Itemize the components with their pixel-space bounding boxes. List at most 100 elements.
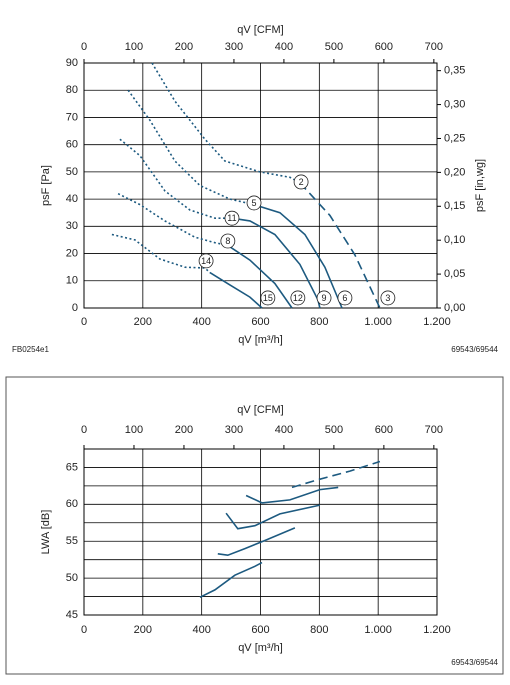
y-tick-label: 60 xyxy=(66,139,78,151)
x-tick-label: 200 xyxy=(134,624,152,636)
x2-tick-label: 200 xyxy=(175,41,193,53)
x2-axis-label: qV [CFM] xyxy=(237,24,283,36)
curve xyxy=(217,527,296,557)
annotation: 2 xyxy=(299,177,304,187)
y2-tick-label: 0,30 xyxy=(444,98,465,110)
x2-tick-label: 100 xyxy=(125,41,143,53)
x-tick-label: 1.000 xyxy=(364,316,392,328)
y2-tick-label: 0,00 xyxy=(444,302,465,314)
x2-tick-label: 700 xyxy=(425,424,443,436)
x-tick-label: 800 xyxy=(310,316,328,328)
curve xyxy=(253,203,343,309)
annotation-circle xyxy=(290,290,306,306)
curve xyxy=(199,561,263,599)
annotation: 8 xyxy=(225,236,230,246)
x-tick-label: 0 xyxy=(81,316,87,328)
x-axis-label: qV [m³/h] xyxy=(238,334,283,346)
x-tick-label: 800 xyxy=(310,624,328,636)
y2-tick-label: 0,10 xyxy=(444,234,465,246)
y-tick-label: 40 xyxy=(66,193,78,205)
x2-tick-label: 100 xyxy=(125,424,143,436)
annotation: 6 xyxy=(342,293,347,303)
curve xyxy=(227,244,293,309)
annotation-circle xyxy=(260,290,276,306)
annotation-circle xyxy=(380,290,396,306)
annotation-circle xyxy=(224,210,240,226)
y-tick-label: 30 xyxy=(66,220,78,232)
x2-tick-label: 500 xyxy=(325,41,343,53)
x-tick-label: 600 xyxy=(251,624,269,636)
y2-tick-label: 0,15 xyxy=(444,200,465,212)
y-tick-label: 60 xyxy=(66,498,78,510)
annotation: 11 xyxy=(227,213,236,223)
curve xyxy=(151,62,301,184)
annotation-circle xyxy=(293,174,309,190)
figure-code: 69543/69544 xyxy=(451,345,498,354)
y-tick-label: 10 xyxy=(66,275,78,287)
y2-tick-label: 0,35 xyxy=(444,65,465,77)
x-tick-label: 1.200 xyxy=(423,316,451,328)
y2-tick-label: 0,05 xyxy=(444,268,465,280)
x2-tick-label: 500 xyxy=(325,424,343,436)
x2-tick-label: 600 xyxy=(375,424,393,436)
x2-tick-label: 400 xyxy=(275,424,293,436)
x2-axis-label: qV [CFM] xyxy=(237,404,283,416)
y-tick-label: 20 xyxy=(66,247,78,259)
annotation: 14 xyxy=(201,256,211,266)
y2-tick-label: 0,25 xyxy=(444,132,465,144)
figure-code: 69543/69544 xyxy=(451,658,498,667)
annotation: 3 xyxy=(385,293,390,303)
y2-tick-label: 0,20 xyxy=(444,166,465,178)
x-tick-label: 1.000 xyxy=(364,624,392,636)
annotation: 9 xyxy=(322,293,327,303)
y2-axis-label: psF [in,wg] xyxy=(474,159,486,212)
x2-tick-label: 0 xyxy=(81,424,87,436)
annotation: 15 xyxy=(263,293,273,303)
x-tick-label: 400 xyxy=(192,624,210,636)
annotation-circle xyxy=(316,290,332,306)
x-tick-label: 1.200 xyxy=(423,624,451,636)
x2-tick-label: 300 xyxy=(225,424,243,436)
x2-tick-label: 0 xyxy=(81,41,87,53)
annotation: 12 xyxy=(293,293,303,303)
curve xyxy=(299,182,381,309)
panel-frame xyxy=(5,376,504,675)
annotation: 5 xyxy=(252,198,257,208)
x-tick-label: 400 xyxy=(192,316,210,328)
plot-frame xyxy=(83,448,438,616)
x2-tick-label: 700 xyxy=(425,41,443,53)
y-tick-label: 80 xyxy=(66,84,78,96)
figure-code: FB0254e1 xyxy=(12,345,49,354)
x-axis-label: qV [m³/h] xyxy=(238,642,283,654)
curve xyxy=(209,271,263,309)
y-tick-label: 0 xyxy=(72,302,78,314)
y-tick-label: 65 xyxy=(66,461,78,473)
curve xyxy=(117,192,228,247)
y-tick-label: 70 xyxy=(66,111,78,123)
x2-tick-label: 400 xyxy=(275,41,293,53)
y-tick-label: 45 xyxy=(66,609,78,621)
y-axis-label: psF [Pa] xyxy=(40,165,52,206)
y-tick-label: 50 xyxy=(66,166,78,178)
annotation-circle xyxy=(337,290,353,306)
plot-frame xyxy=(83,62,438,309)
x2-tick-label: 600 xyxy=(375,41,393,53)
curve xyxy=(225,504,321,530)
curve xyxy=(291,460,381,489)
annotation-circle xyxy=(246,195,262,211)
x2-tick-label: 300 xyxy=(225,41,243,53)
curve xyxy=(111,233,211,274)
y-tick-label: 90 xyxy=(66,57,78,69)
curve xyxy=(127,89,255,206)
x-tick-label: 0 xyxy=(81,624,87,636)
y-tick-label: 55 xyxy=(66,535,78,547)
y-axis-label: LWA [dB] xyxy=(40,510,52,555)
x2-tick-label: 200 xyxy=(175,424,193,436)
annotation-circle xyxy=(198,253,214,269)
x-tick-label: 600 xyxy=(251,316,269,328)
annotation-circle xyxy=(220,233,236,249)
curve xyxy=(245,486,339,504)
x-tick-label: 200 xyxy=(134,316,152,328)
y-tick-label: 50 xyxy=(66,572,78,584)
